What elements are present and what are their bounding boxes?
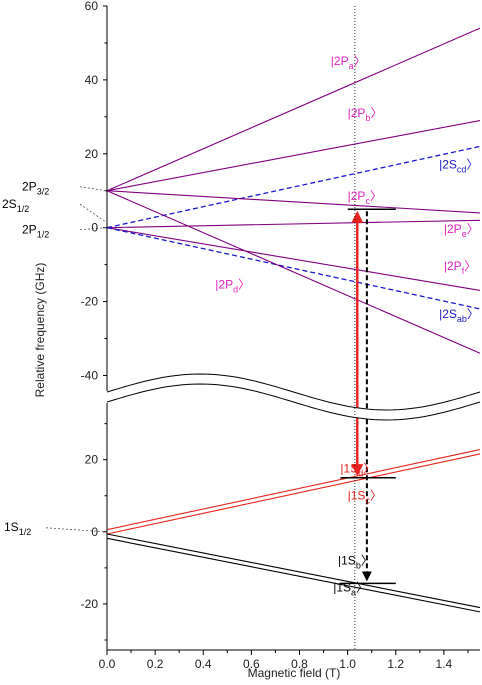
series-label-1: |2Pb〉 xyxy=(348,106,383,123)
x-tick-label-1: 0.2 xyxy=(147,657,164,671)
left-level-label-2: 2P1/2 xyxy=(22,223,49,240)
series-line-5 xyxy=(106,227,481,292)
y-tick-label-upper-3: 0 xyxy=(91,221,98,235)
lower-series-label-0: |1Sd〉 xyxy=(340,461,375,478)
lower-series-label-2: |1Sb〉 xyxy=(338,553,373,570)
series-label-6: |2Sab〉 xyxy=(439,307,479,324)
x-tick-label-3: 0.6 xyxy=(243,657,260,671)
left-level-label-0: 2P3/2 xyxy=(22,180,49,197)
y-tick-label-lower-0: 20 xyxy=(85,453,99,467)
x-tick-label-6: 1.2 xyxy=(387,657,404,671)
left-label-leader-1 xyxy=(79,203,107,223)
y-tick-label-upper-5: -40 xyxy=(81,368,99,382)
lower-series-line-2 xyxy=(106,533,481,609)
series-line-1 xyxy=(106,119,481,192)
y-tick-label-lower-1: 0 xyxy=(91,525,98,539)
left-label-leader-2 xyxy=(79,227,107,231)
lower-series-line-0 xyxy=(106,449,481,531)
series-line-0 xyxy=(106,27,481,192)
lower-series-label-1: |1Sc〉 xyxy=(348,488,382,505)
series-label-0: |2Pa〉 xyxy=(331,54,366,71)
series-label-5: |2Pf〉 xyxy=(444,259,476,276)
series-label-7: |2Pd〉 xyxy=(215,278,250,295)
lower-series-label-3: |1Sa〉 xyxy=(333,580,368,597)
series-label-2: |2Scd〉 xyxy=(439,158,478,175)
series-label-4: |2Pe〉 xyxy=(444,222,479,239)
left-level-label-lower-0: 1S1/2 xyxy=(4,520,31,537)
y-tick-label-upper-0: 60 xyxy=(85,0,99,13)
y-tick-label-upper-1: 40 xyxy=(85,73,99,87)
x-tick-label-0: 0.0 xyxy=(99,657,116,671)
x-tick-label-4: 0.8 xyxy=(291,657,308,671)
x-tick-label-5: 1.0 xyxy=(339,657,356,671)
y-axis-label: Relative frequency (GHz) xyxy=(33,263,47,398)
series-line-4 xyxy=(106,219,481,229)
lower-series-line-1 xyxy=(106,453,481,535)
left-level-label-1: 2S1/2 xyxy=(2,197,29,214)
series-line-6 xyxy=(106,227,481,310)
y-tick-label-upper-4: -20 xyxy=(81,295,99,309)
axis-break-band xyxy=(107,374,480,420)
series-line-3 xyxy=(106,190,481,214)
series-label-3: |2Pc〉 xyxy=(348,189,382,206)
series-line-7 xyxy=(106,190,481,354)
x-tick-label-7: 1.4 xyxy=(436,657,453,671)
left-label-leader-0 xyxy=(79,186,107,192)
axis-break-wave-bottom xyxy=(106,383,481,421)
y-tick-label-upper-2: 20 xyxy=(85,147,99,161)
y-tick-label-lower-2: -20 xyxy=(81,597,99,611)
axis-break-wave-top xyxy=(106,373,481,411)
x-tick-label-2: 0.4 xyxy=(195,657,212,671)
lower-series-line-3 xyxy=(106,537,481,613)
x-axis-label: Magnetic field (T) xyxy=(248,666,341,680)
